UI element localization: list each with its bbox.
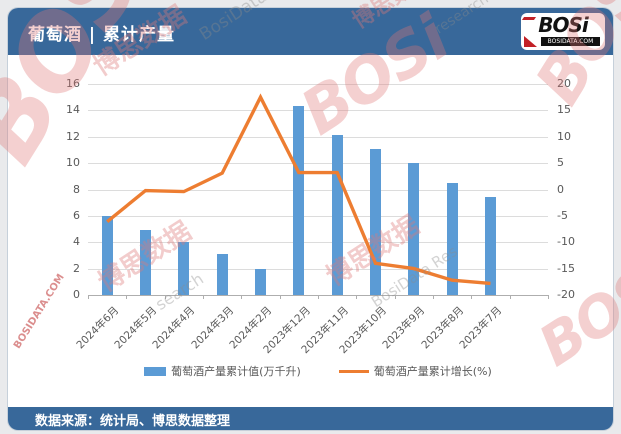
bar — [140, 230, 151, 295]
left-axis-tick-label: 8 — [73, 182, 80, 196]
right-axis-tick-label: 10 — [557, 129, 571, 143]
growth-line — [106, 93, 491, 286]
bar — [446, 182, 458, 295]
x-axis-tick — [164, 295, 166, 299]
left-axis-tick-label: 12 — [66, 129, 80, 143]
gridline — [88, 215, 548, 217]
bar — [485, 197, 496, 295]
right-axis-tick-label: -10 — [557, 235, 575, 249]
bar — [331, 135, 343, 295]
bar — [370, 148, 381, 295]
right-axis-tick-label: -5 — [557, 208, 568, 222]
gridline — [88, 242, 548, 244]
gridline — [88, 84, 548, 85]
logo-wordmark: BOSi — [538, 13, 589, 37]
x-axis-tick — [318, 295, 319, 299]
left-axis-tick-label: 0 — [73, 288, 80, 301]
x-axis-tick — [88, 295, 89, 299]
bosidata-logo[interactable]: BOSi BOSIDATA.COM — [521, 13, 605, 50]
left-axis-tick-label: 2 — [73, 261, 80, 275]
right-axis-tick-label: 15 — [557, 103, 571, 117]
chart-card: 葡萄酒 | 累计产量 BOSi BOSIDATA.COM 2024年6月 2024… — [8, 8, 613, 430]
x-axis-tick — [509, 295, 511, 299]
left-axis-tick-label: 10 — [66, 156, 80, 170]
logo-triangle-icon — [524, 36, 537, 47]
x-axis-tick — [356, 295, 358, 299]
bar — [408, 163, 420, 295]
right-axis-tick-label: 5 — [557, 156, 564, 170]
gridline — [88, 163, 548, 165]
card-footer: 数据来源：统计局、博思数据整理 — [8, 407, 613, 430]
bar — [255, 268, 266, 295]
bar — [101, 215, 113, 295]
x-axis-tick — [203, 295, 204, 299]
left-axis-tick-label: 4 — [73, 235, 80, 249]
card-header: 葡萄酒 | 累计产量 BOSi BOSIDATA.COM — [8, 8, 613, 55]
legend-label: 葡萄酒产量累计增长(%) — [373, 365, 492, 378]
page-title: 葡萄酒 | 累计产量 — [28, 25, 176, 45]
right-axis-tick-label: -15 — [557, 261, 575, 275]
right-axis-tick-label: -20 — [557, 288, 575, 301]
legend-line-swatch — [338, 369, 369, 373]
right-axis-tick-label: 0 — [557, 182, 564, 196]
bar — [216, 254, 228, 295]
bar — [293, 106, 305, 295]
x-axis-tick — [433, 295, 434, 299]
x-axis-tick — [241, 295, 243, 299]
gridline — [88, 189, 548, 191]
plot-area: 2024年6月 2024年5月 2024年4月 2024年3月 2024年2月 2023年… — [74, 84, 549, 356]
x-axis-tick — [279, 295, 281, 299]
left-axis-tick-label: 6 — [73, 208, 80, 222]
left-axis-tick-label: 14 — [66, 103, 80, 117]
data-source-note: 数据来源：统计局、博思数据整理 — [35, 414, 231, 429]
right-axis-tick-label: 20 — [557, 77, 571, 90]
chart-legend: 葡萄酒产量累计值(万千升) 葡萄酒产量累计增长(%) — [88, 363, 548, 379]
gridline — [88, 136, 548, 138]
gridline — [88, 268, 548, 270]
logo-domain: BOSIDATA.COM — [541, 37, 600, 46]
bar — [178, 242, 190, 295]
gridline — [88, 110, 548, 112]
x-axis-tick — [126, 295, 128, 299]
legend-item: 葡萄酒产量累计增长(%) — [338, 363, 492, 379]
legend-bar-swatch — [144, 366, 167, 376]
left-axis-tick-label: 16 — [66, 77, 80, 90]
legend-item: 葡萄酒产量累计值(万千升) — [144, 363, 301, 379]
legend-label: 葡萄酒产量累计值(万千升) — [171, 365, 301, 378]
x-axis-tick — [471, 295, 473, 299]
x-axis-tick — [548, 295, 549, 299]
x-axis-tick — [394, 295, 396, 299]
